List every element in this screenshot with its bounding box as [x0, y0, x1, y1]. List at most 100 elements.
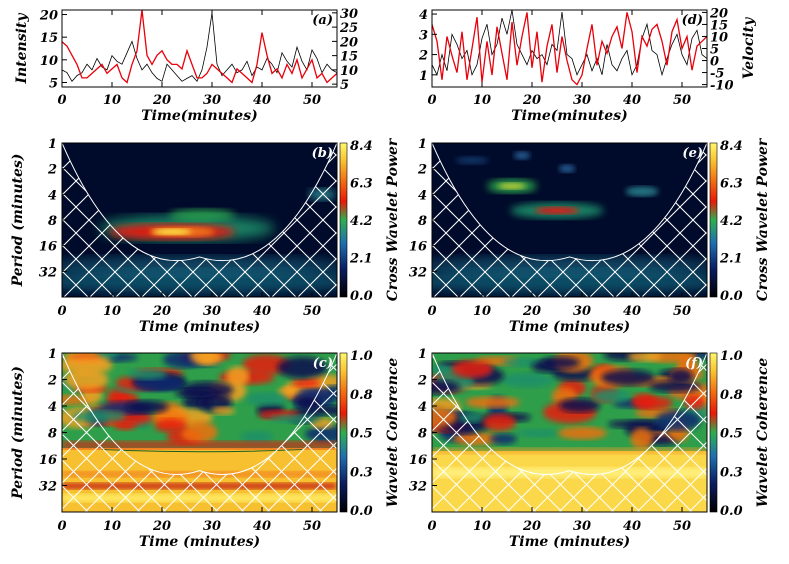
x-tick-label: 40	[253, 519, 271, 534]
x-axis-title: Time (minutes)	[139, 319, 260, 335]
hatch-line	[62, 143, 115, 297]
colorbar-tick-label: 0.8	[350, 388, 373, 403]
y-tick-label: 8	[418, 427, 427, 442]
hatch-line	[292, 353, 337, 512]
colorbar-tick-label: 0.5	[350, 427, 373, 442]
x-tick-label: 10	[103, 93, 121, 108]
y-axis-title: Period (minutes)	[10, 366, 26, 500]
y-tick-label: 4	[418, 400, 427, 415]
y-axis-title: Velocity	[741, 17, 757, 79]
hatch-line	[432, 143, 537, 297]
colorbar-tick-label: 8.4	[720, 139, 743, 154]
y-tick-label-left: 20	[39, 9, 58, 24]
band-stripe	[62, 483, 337, 490]
y-tick-label-right: 0	[710, 55, 719, 70]
coherence-blob	[630, 427, 653, 450]
yellow-core	[152, 228, 192, 235]
x-tick-label: 30	[203, 93, 221, 108]
y-tick-label-right: -10	[710, 79, 734, 94]
colorbar-tick-label: 0.0	[720, 289, 743, 304]
coherence-blob	[501, 372, 554, 388]
band-stripe	[432, 467, 707, 478]
cone-of-influence	[62, 143, 337, 262]
hatch-line	[62, 353, 115, 512]
colorbar-tick-label: 0.3	[350, 465, 373, 480]
coherence-blob	[557, 426, 607, 440]
y-axis-title: Intensity	[14, 13, 30, 85]
colorbar-frame	[339, 352, 348, 513]
x-tick-label: 10	[103, 519, 121, 534]
coherence-blob	[516, 429, 561, 438]
panel-label: (d)	[682, 13, 703, 28]
x-axis-title: Time (minutes)	[509, 319, 630, 335]
heatmap-panel-f: 0 10 20 30 40 50 1 2 4 8 16 32 Time (minutes) (f) 0.0 0…	[409, 347, 771, 550]
x-tick-label: 50	[303, 304, 321, 319]
y-tick-label-left: 15	[40, 31, 58, 46]
coherence-blob	[298, 387, 335, 397]
y-tick-label-right: 15	[710, 18, 728, 33]
y-tick-label: 8	[48, 214, 57, 229]
x-tick-label: 20	[522, 519, 541, 534]
coherence-blob	[62, 356, 113, 375]
x-axis-title: Time(minutes)	[511, 108, 627, 124]
x-tick-label: 50	[673, 519, 691, 534]
y-tick-label-right: 5	[340, 78, 349, 93]
colorbar-tick-label: 0.5	[720, 427, 743, 442]
x-tick-label: 30	[573, 519, 591, 534]
y-tick-label: 1	[48, 347, 57, 362]
x-tick-label: 40	[253, 304, 271, 319]
coherence-blob	[458, 413, 484, 423]
green-region	[169, 209, 235, 222]
x-axis-title: Time (minutes)	[139, 534, 260, 550]
y-tick-label: 1	[48, 137, 57, 152]
colorbar-tick-label: 6.3	[350, 177, 373, 192]
line-panel-d: 0 10 20 30 40 501234-10-505101520Time(minutes…	[418, 6, 757, 124]
y-tick-label-right: 25	[339, 21, 358, 36]
y-tick-label-right: 20	[339, 35, 358, 50]
heatmap-panel-e: 0 10 20 30 40 50 1 2 4 8 16 32 Time (minutes) (e) 0.0 2…	[409, 137, 789, 335]
x-tick-label: 0	[427, 304, 436, 319]
x-axis-title: Time (minutes)	[509, 534, 630, 550]
coherence-blob	[592, 389, 631, 403]
colorbar-tick-label: 1.0	[350, 349, 373, 364]
colorbar-tick-label: 0.3	[720, 465, 743, 480]
y-tick-label: 8	[48, 427, 57, 442]
y-tick-label-right: 15	[340, 50, 358, 65]
hatch-line	[662, 353, 707, 512]
coherence-blob	[126, 368, 168, 380]
x-tick-label: 40	[253, 93, 271, 108]
y-tick-label: 32	[39, 480, 57, 495]
y-tick-label-right: 5	[710, 43, 719, 58]
x-tick-label: 30	[573, 304, 591, 319]
colorbar-tick-label: 0.0	[350, 504, 373, 519]
y-tick-label-left: 4	[419, 8, 428, 23]
y-tick-label: 8	[418, 214, 427, 229]
coherence-blob	[540, 356, 581, 369]
x-tick-label: 10	[473, 93, 491, 108]
cone-of-influence	[432, 143, 707, 262]
y-tick-label: 2	[417, 163, 427, 178]
x-tick-label: 40	[623, 519, 641, 534]
x-tick-label: 10	[103, 304, 121, 319]
colorbar-tick-label: 2.1	[349, 252, 373, 267]
band-stripe	[432, 448, 707, 455]
cone-of-influence	[62, 353, 337, 475]
hatch-line	[772, 143, 789, 297]
coherence-blob	[558, 398, 601, 413]
panel-label: (f)	[685, 356, 703, 371]
coherence-blob	[268, 414, 322, 423]
heat-field	[432, 143, 789, 297]
x-tick-label: 40	[623, 304, 641, 319]
y-tick-label-left: 10	[40, 54, 58, 69]
colorbar-frame	[339, 142, 348, 298]
colorbar-tick-label: 4.2	[350, 214, 373, 229]
hatch-line	[62, 143, 167, 297]
coherence-blob	[607, 419, 661, 429]
series-group	[432, 10, 707, 86]
y-tick-label: 4	[48, 188, 57, 203]
red-series-line	[432, 12, 707, 86]
coherence-blob	[489, 433, 517, 445]
y-tick-label: 16	[409, 240, 427, 255]
plot-frame	[61, 9, 338, 88]
heat-field	[432, 353, 707, 512]
